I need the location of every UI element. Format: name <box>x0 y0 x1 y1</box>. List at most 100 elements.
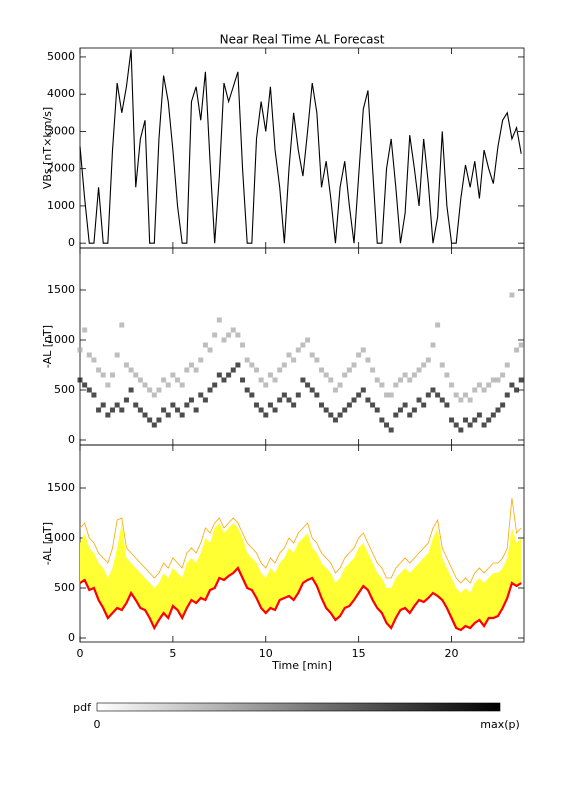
density-cell <box>514 387 520 393</box>
density-cell <box>518 377 524 383</box>
density-cell <box>128 387 134 393</box>
density-cell <box>393 412 399 418</box>
density-cell <box>342 372 348 378</box>
density-cell <box>114 352 120 358</box>
density-cell <box>286 352 292 358</box>
density-cell <box>332 387 338 393</box>
density-cell <box>388 427 394 433</box>
density-cell <box>277 397 283 403</box>
density-cell <box>123 397 129 403</box>
density-cell <box>351 362 357 368</box>
density-cell <box>221 337 227 343</box>
density-cell <box>305 337 311 343</box>
y-axis-label: -AL [nT] <box>41 325 54 368</box>
density-cell <box>240 342 246 348</box>
density-cell <box>439 362 445 368</box>
density-cell <box>253 402 259 408</box>
density-cell <box>119 322 125 328</box>
data-line <box>79 49 522 244</box>
density-cell <box>314 392 320 398</box>
max-line <box>79 497 522 584</box>
density-cell <box>156 417 162 423</box>
density-cell <box>346 367 352 373</box>
density-cell <box>342 407 348 413</box>
density-cell <box>295 347 301 353</box>
density-cell <box>188 362 194 368</box>
min-line <box>79 566 522 632</box>
density-cell <box>207 387 213 393</box>
density-cell <box>500 402 506 408</box>
density-cell <box>421 402 427 408</box>
density-cell <box>286 397 292 403</box>
density-cell <box>263 412 269 418</box>
density-cell <box>110 372 116 378</box>
density-cell <box>277 367 283 373</box>
density-cell <box>402 372 408 378</box>
density-cell <box>472 387 478 393</box>
density-cell <box>449 382 455 388</box>
density-cell <box>198 357 204 363</box>
y-tick-label: 0 <box>68 236 75 249</box>
density-cell <box>411 407 417 413</box>
density-cell <box>77 347 83 353</box>
density-cell <box>379 417 385 423</box>
density-cell <box>490 377 496 383</box>
density-cell <box>509 382 515 388</box>
density-cell <box>439 397 445 403</box>
colorbar-min: 0 <box>94 718 101 731</box>
density-cell <box>165 412 171 418</box>
density-cell <box>481 387 487 393</box>
density-cell <box>216 372 222 378</box>
density-cell <box>226 332 232 338</box>
density-cell <box>281 392 287 398</box>
density-cell <box>212 382 218 388</box>
y-tick-label: 5000 <box>47 50 75 63</box>
density-cell <box>147 387 153 393</box>
density-cell <box>416 367 422 373</box>
density-cell <box>179 382 185 388</box>
density-cell <box>332 417 338 423</box>
density-cell <box>328 377 334 383</box>
density-cell <box>253 367 259 373</box>
density-cell <box>365 397 371 403</box>
density-cell <box>407 412 413 418</box>
density-cell <box>193 407 199 413</box>
density-cell <box>444 402 450 408</box>
density-cell <box>397 377 403 383</box>
density-cell <box>490 412 496 418</box>
density-cell <box>486 382 492 388</box>
y-tick-label: 0 <box>68 631 75 644</box>
density-cell <box>384 392 390 398</box>
density-cell <box>374 377 380 383</box>
density-cell <box>235 362 241 368</box>
density-cell <box>147 417 153 423</box>
density-cell <box>161 377 167 383</box>
density-cell <box>175 377 181 383</box>
density-cell <box>249 362 255 368</box>
density-cell <box>193 367 199 373</box>
density-cell <box>198 392 204 398</box>
density-cell <box>416 397 422 403</box>
density-cell <box>170 372 176 378</box>
density-cell <box>351 397 357 403</box>
density-cell <box>467 397 473 403</box>
y-tick-label: 2000 <box>47 162 75 175</box>
x-tick-label: 0 <box>77 647 84 660</box>
density-cell <box>379 382 385 388</box>
density-cell <box>425 357 431 363</box>
density-cell <box>188 397 194 403</box>
density-cell <box>184 367 190 373</box>
density-cell <box>319 402 325 408</box>
y-tick-label: 1000 <box>47 531 75 544</box>
x-axis-label: Time [min] <box>271 659 332 672</box>
density-cell <box>114 402 120 408</box>
density-cell <box>328 412 334 418</box>
density-cell <box>370 367 376 373</box>
density-cell <box>184 402 190 408</box>
density-cell <box>458 397 464 403</box>
density-cell <box>244 387 250 393</box>
x-tick-label: 20 <box>445 647 459 660</box>
density-cell <box>444 372 450 378</box>
density-cell <box>462 392 468 398</box>
